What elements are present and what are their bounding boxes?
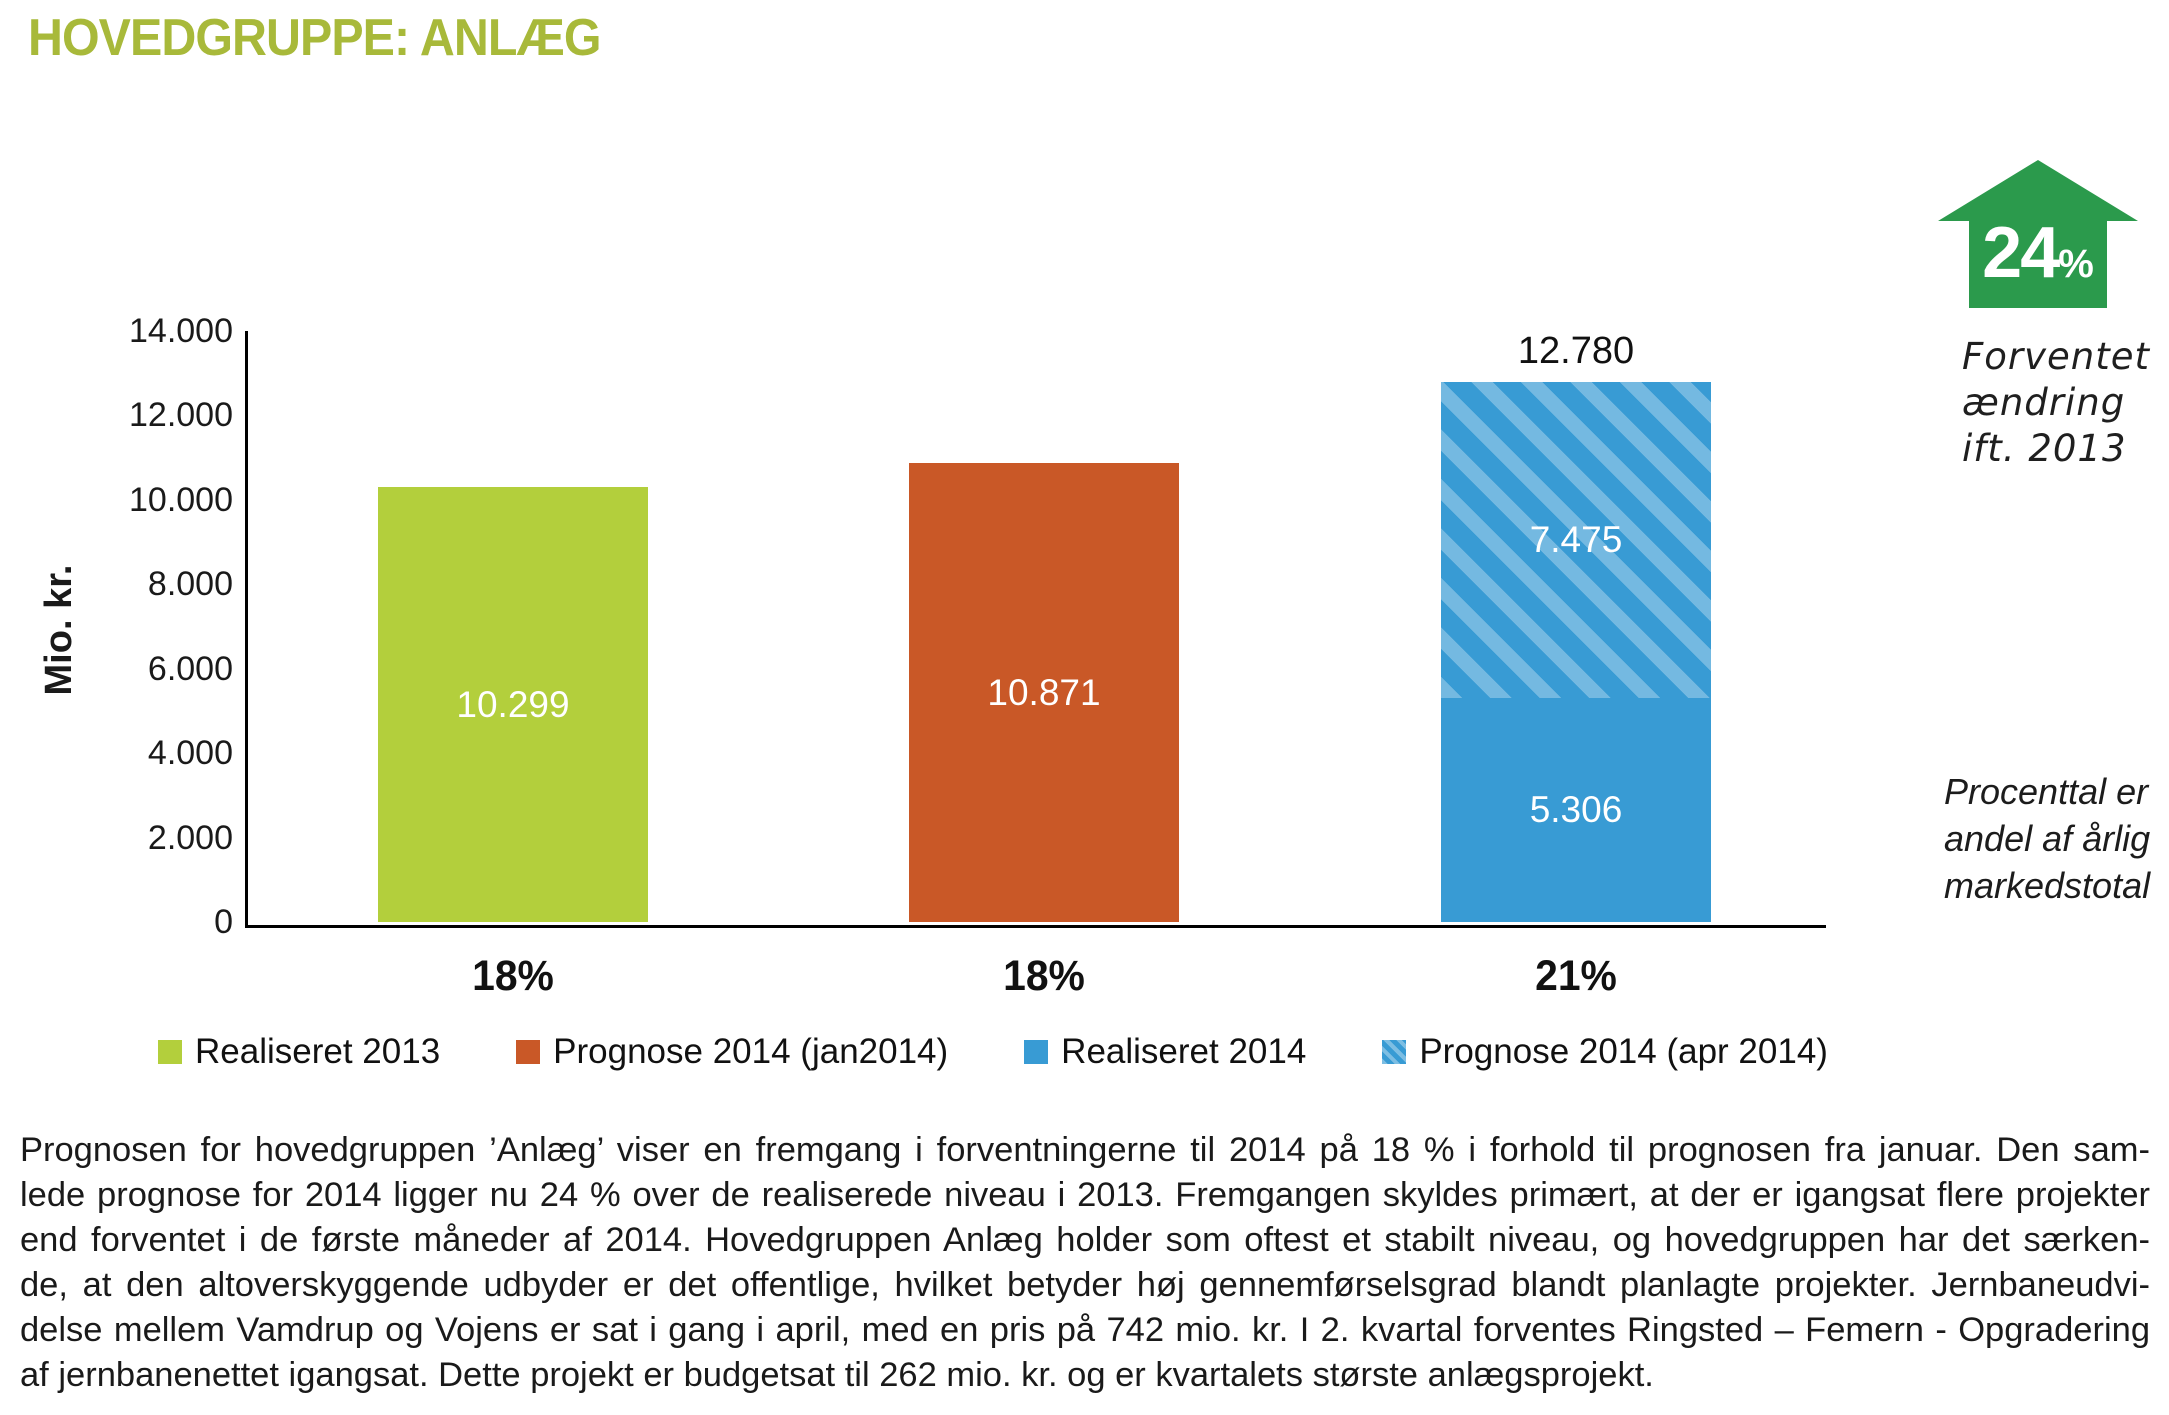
bar-total-label: 12.780 xyxy=(1517,330,1635,373)
chart-plot-area xyxy=(245,331,1826,928)
bar-value-label: 7.475 xyxy=(1529,519,1623,561)
legend-label: Realiseret 2014 xyxy=(1061,1032,1307,1071)
y-tick-label: 8.000 xyxy=(147,565,233,604)
legend-label: Realiseret 2013 xyxy=(195,1032,441,1071)
y-tick-label: 14.000 xyxy=(129,312,233,350)
y-tick-label: 6.000 xyxy=(147,649,233,688)
change-caption: Forventet ændring ift. 2013 xyxy=(1962,334,2150,472)
text-line: delse mellem Vamdrup og Vojens er sat i … xyxy=(20,1311,2150,1349)
legend-item: Realiseret 2014 xyxy=(1024,1032,1306,1072)
page-title: HOVEDGRUPPE: ANLÆG xyxy=(28,9,602,67)
legend-swatch-icon xyxy=(1382,1040,1407,1064)
change-value: 24% xyxy=(1938,212,2138,294)
percent-sign: % xyxy=(2058,242,2094,286)
bar-value-label: 10.871 xyxy=(987,671,1101,713)
bar-segment-prognose-2014-jan2014-: 10.871 xyxy=(909,463,1179,922)
side-note: Procenttal er andel af årlig markedstotal xyxy=(1944,768,2150,909)
legend-item: Realiseret 2013 xyxy=(158,1032,440,1072)
text-line: af jernbanenettet igangsat. Dette projek… xyxy=(20,1356,1654,1394)
text-line: Forventet xyxy=(1962,335,2151,378)
legend-item: Prognose 2014 (apr 2014) xyxy=(1382,1032,1828,1072)
text-line: ændring xyxy=(1962,381,2126,424)
text-line: lede prognose for 2014 ligger nu 24 % ov… xyxy=(20,1176,2150,1214)
bar-value-label: 5.306 xyxy=(1529,788,1623,830)
y-tick-label: 2.000 xyxy=(147,818,233,857)
legend-label: Prognose 2014 (jan2014) xyxy=(553,1032,949,1071)
text-line: end forventet i de første måneder af 201… xyxy=(20,1221,2150,1259)
x-axis-category-label: 18% xyxy=(1003,952,1085,1000)
legend-swatch-icon xyxy=(158,1040,182,1064)
change-indicator: 24% xyxy=(1938,160,2138,308)
body-paragraph: Prognosen for hovedgruppen ’Anlæg’ viser… xyxy=(20,1128,2150,1398)
bar-segment-prognose-2014-apr-2014-: 7.475 xyxy=(1441,382,1711,698)
text-line: Procenttal er xyxy=(1944,771,2149,812)
legend-swatch-icon xyxy=(516,1040,541,1064)
text-line: de, at den altoverskyggende udbyder er d… xyxy=(20,1266,2150,1304)
y-tick-label: 10.000 xyxy=(129,480,233,519)
x-axis-category-label: 21% xyxy=(1535,952,1617,1000)
change-percent: 24 xyxy=(1982,213,2060,293)
legend-label: Prognose 2014 (apr 2014) xyxy=(1419,1032,1828,1071)
bar-value-label: 10.299 xyxy=(456,683,570,725)
up-arrow-icon xyxy=(1938,160,2138,308)
x-axis-category-label: 18% xyxy=(472,952,554,1000)
text-line: Prognosen for hovedgruppen ’Anlæg’ viser… xyxy=(20,1131,2150,1169)
y-tick-label: 4.000 xyxy=(147,734,233,773)
legend-swatch-icon xyxy=(1024,1040,1049,1064)
y-tick-label: 12.000 xyxy=(129,396,233,435)
text-line: andel af årlig xyxy=(1944,818,2151,859)
bar-segment-realiseret-2014: 5.306 xyxy=(1441,698,1711,922)
y-tick-label: 0 xyxy=(214,903,233,941)
bar-segment-realiseret-2013: 10.299 xyxy=(378,487,648,922)
chart-legend: Realiseret 2013 Prognose 2014 (jan2014) Re… xyxy=(158,1032,1828,1072)
legend-item: Prognose 2014 (jan2014) xyxy=(516,1032,948,1072)
text-line: markedstotal xyxy=(1944,865,2151,906)
text-line: ift. 2013 xyxy=(1962,427,2127,470)
